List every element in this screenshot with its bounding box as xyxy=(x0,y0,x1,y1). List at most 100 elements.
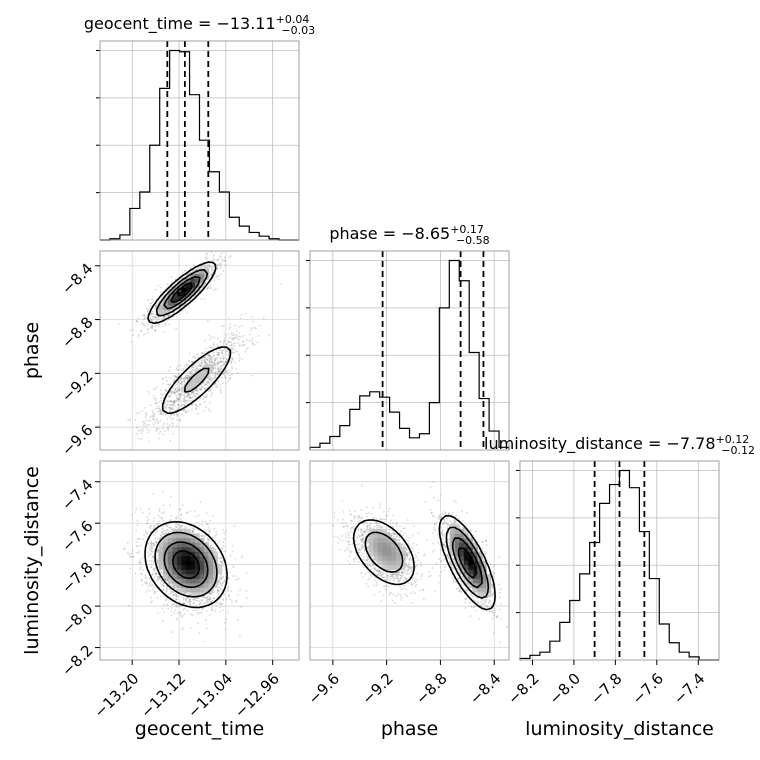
scatter-point xyxy=(205,395,208,398)
scatter-point xyxy=(142,424,145,426)
scatter-point xyxy=(160,534,163,537)
scatter-point xyxy=(217,366,220,368)
scatter-point xyxy=(216,351,219,354)
scatter-point xyxy=(190,391,193,394)
scatter-point xyxy=(174,609,177,611)
scatter-point xyxy=(144,536,147,539)
scatter-point xyxy=(212,597,215,600)
scatter-point xyxy=(172,380,175,383)
scatter-point xyxy=(210,267,213,270)
scatter-point xyxy=(188,598,191,600)
scatter-point xyxy=(182,369,184,371)
scatter-point xyxy=(198,603,201,606)
scatter-point xyxy=(213,365,215,368)
scatter-point xyxy=(132,555,135,558)
scatter-point xyxy=(219,368,221,371)
scatter-point xyxy=(179,395,181,398)
scatter-point xyxy=(140,410,143,412)
scatter-point xyxy=(235,601,237,603)
scatter-point xyxy=(145,415,147,417)
scatter-point xyxy=(182,379,184,382)
scatter-point xyxy=(195,609,198,612)
scatter-point xyxy=(147,299,150,301)
scatter-point xyxy=(153,534,156,537)
scatter-point xyxy=(189,598,192,601)
scatter-point xyxy=(163,331,166,334)
scatter-point xyxy=(208,338,211,341)
scatter-point xyxy=(171,433,174,435)
scatter-point xyxy=(170,404,173,407)
scatter-point xyxy=(210,336,213,338)
scatter-point xyxy=(161,411,164,413)
scatter-point xyxy=(223,550,226,552)
scatter-point xyxy=(195,404,197,406)
scatter-point xyxy=(217,345,220,348)
scatter-point xyxy=(138,456,140,458)
scatter-point xyxy=(214,386,217,388)
scatter-point xyxy=(191,530,193,533)
density-cell xyxy=(158,309,164,315)
scatter-point xyxy=(151,324,154,327)
scatter-point xyxy=(179,378,182,381)
scatter-point xyxy=(179,514,182,517)
scatter-point xyxy=(173,379,176,382)
scatter-point xyxy=(160,291,162,294)
scatter-point xyxy=(176,390,179,393)
scatter-point xyxy=(212,344,214,347)
scatter-point xyxy=(174,375,177,378)
scatter-point xyxy=(168,315,170,318)
scatter-point xyxy=(178,398,181,400)
scatter-point xyxy=(159,315,162,318)
scatter-point xyxy=(180,526,183,528)
scatter-point xyxy=(212,341,215,344)
scatter-point xyxy=(200,266,203,268)
scatter-point xyxy=(171,391,173,394)
scatter-point xyxy=(240,313,243,316)
scatter-point xyxy=(216,596,219,598)
scatter-point xyxy=(186,395,189,398)
scatter-point xyxy=(213,597,215,600)
scatter-point xyxy=(137,334,140,336)
scatter-point xyxy=(221,584,223,586)
scatter-point xyxy=(167,428,170,431)
scatter-point xyxy=(162,585,165,588)
scatter-point xyxy=(205,520,207,523)
scatter-point xyxy=(210,544,212,547)
scatter-point xyxy=(171,417,174,420)
scatter-point xyxy=(134,572,137,575)
scatter-point xyxy=(216,354,219,356)
scatter-point xyxy=(147,390,150,393)
scatter-point xyxy=(166,427,169,429)
scatter-point xyxy=(202,265,205,268)
scatter-point xyxy=(213,279,216,282)
scatter-point xyxy=(220,260,223,262)
scatter-point xyxy=(157,422,159,425)
panel-background xyxy=(310,251,509,450)
scatter-point xyxy=(218,275,221,278)
scatter-point xyxy=(233,336,236,339)
scatter-point xyxy=(203,641,206,643)
scatter-point xyxy=(149,428,151,431)
scatter-point xyxy=(233,337,235,339)
scatter-point xyxy=(182,367,185,370)
scatter-point xyxy=(169,440,172,442)
scatter-point xyxy=(210,273,213,276)
scatter-point xyxy=(203,401,206,403)
scatter-point xyxy=(155,397,158,400)
scatter-point xyxy=(159,286,162,289)
scatter-point xyxy=(202,382,204,384)
scatter-point xyxy=(219,610,222,613)
scatter-point xyxy=(214,548,217,551)
scatter-point xyxy=(146,522,149,524)
scatter-point xyxy=(211,360,214,363)
scatter-point xyxy=(178,419,181,422)
scatter-point xyxy=(201,535,204,538)
scatter-point xyxy=(137,537,139,540)
scatter-point xyxy=(147,542,149,545)
scatter-point xyxy=(179,393,182,395)
scatter-point xyxy=(170,413,173,416)
scatter-point xyxy=(165,529,168,532)
scatter-point xyxy=(137,335,140,338)
scatter-point xyxy=(211,268,213,271)
scatter-point xyxy=(225,371,228,374)
